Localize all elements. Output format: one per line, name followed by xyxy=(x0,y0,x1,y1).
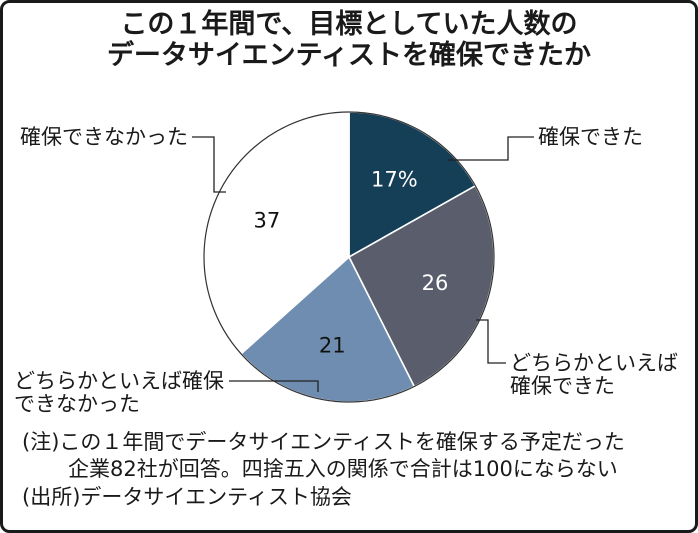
note-line-2: 企業82社が回答。四捨五入の関係で合計は100にならない xyxy=(68,457,618,481)
note-line-1: (注)この１年間でデータサイエンティストを確保する予定だった xyxy=(22,430,625,454)
label-secured: 確保できた xyxy=(538,125,643,149)
pie-outline xyxy=(203,111,495,403)
slice-value-label-1: 17% xyxy=(371,167,418,191)
label-somewhat-secured-line-2: 確保できた xyxy=(510,374,615,398)
leader-line-not-secured xyxy=(192,136,226,193)
label-somewhat-secured-line-1: どちらかといえば xyxy=(510,351,678,375)
label-not-secured: 確保できなかった xyxy=(20,125,188,149)
chart-title-line-1: この１年間で、目標としていた人数の xyxy=(120,8,577,40)
slice-value-label-3: 21 xyxy=(319,333,346,357)
slice-value-label-2: 26 xyxy=(422,271,449,295)
leader-line-somewhat-secured xyxy=(476,319,506,364)
label-somewhat-not-secured-line-1: どちらかといえば確保 xyxy=(14,369,224,393)
slice-value-labels: 17% 26 21 37 xyxy=(254,167,449,357)
chart-title-line-2: データサイエンティストを確保できたか xyxy=(107,39,591,71)
pie-slices xyxy=(203,111,495,403)
source-note: (出所)データサイエンティスト協会 xyxy=(22,485,352,509)
leader-line-somewhat-not-secured xyxy=(229,380,319,392)
slice-value-label-4: 37 xyxy=(254,208,281,232)
label-somewhat-not-secured-line-2: できなかった xyxy=(14,392,140,416)
leader-line-secured xyxy=(448,136,534,161)
